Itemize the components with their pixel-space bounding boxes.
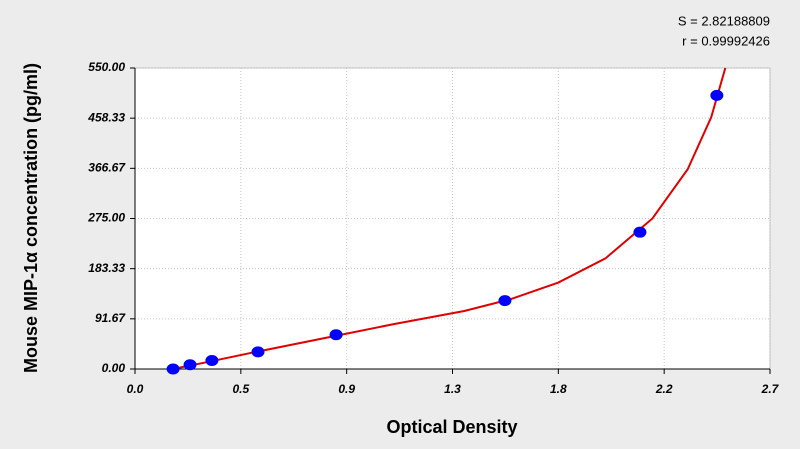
y-tick-label: 275.00 bbox=[87, 211, 125, 225]
annotation: S = 2.82188809 bbox=[678, 13, 770, 28]
y-tick-label: 366.67 bbox=[88, 161, 126, 175]
x-tick-label: 1.8 bbox=[550, 382, 567, 396]
x-tick-label: 2.7 bbox=[761, 382, 780, 396]
y-tick-label: 550.00 bbox=[88, 60, 125, 74]
x-tick-label: 0.5 bbox=[232, 382, 249, 396]
y-tick-label: 91.67 bbox=[95, 311, 126, 325]
data-point bbox=[166, 363, 180, 375]
x-tick-label: 0.9 bbox=[338, 382, 355, 396]
y-axis-label: Mouse MIP-1α concentration (pg/ml) bbox=[21, 63, 41, 373]
y-tick-label: 458.33 bbox=[87, 110, 125, 124]
x-tick-label: 1.3 bbox=[444, 382, 461, 396]
y-tick-label: 183.33 bbox=[88, 261, 125, 275]
y-tick-label: 0.00 bbox=[102, 361, 126, 375]
data-point bbox=[498, 295, 512, 307]
data-point bbox=[329, 329, 343, 341]
data-point bbox=[633, 226, 647, 238]
data-point bbox=[183, 359, 197, 371]
x-tick-label: 0.0 bbox=[127, 382, 144, 396]
annotation: r = 0.99992426 bbox=[682, 33, 770, 48]
data-point bbox=[251, 346, 265, 358]
x-axis-label: Optical Density bbox=[386, 417, 517, 437]
data-point bbox=[205, 354, 219, 366]
data-point bbox=[710, 89, 724, 101]
x-tick-label: 2.2 bbox=[655, 382, 673, 396]
